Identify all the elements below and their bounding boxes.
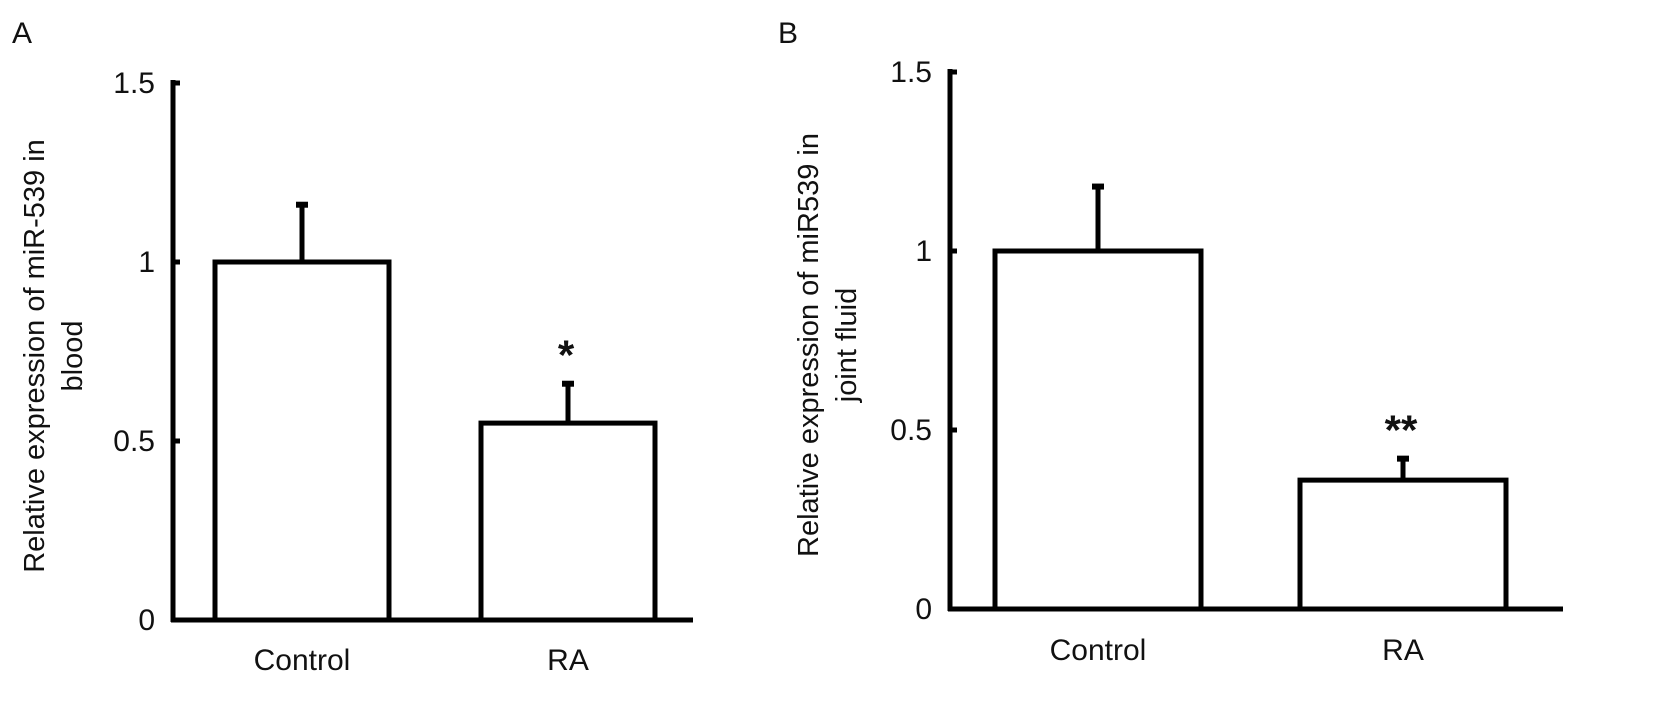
panel-b-y-ticks: 0 0.5 1 1.5 [890,56,957,626]
panel-a-bar-control [212,259,392,623]
panel-b-bar-control [992,248,1204,612]
panel-a-y-axis-title-line-1: Relative expression of miR-539 in [19,139,51,573]
panel-a-y-axis-title-line-2: blood [57,321,89,392]
panel-letter-b: B [778,17,798,50]
panel-a-y-ticks: 0 0.5 1 1.5 [113,67,180,637]
panel-a-bar-ra [478,420,658,623]
panel-b-y-tick-label: 0 [915,593,932,626]
panel-a-bars: * [212,201,658,623]
panel-b-x-tick-label: Control [1050,634,1147,667]
panel-a-x-tick-label: Control [254,644,351,677]
panel-a-y-tick-label: 0 [138,604,155,637]
panel-a-y-tick-label: 1 [138,246,155,279]
panel-a-y-tick-label: 0.5 [113,425,155,458]
panel-b-y-axis-title: Relative expression of miR539 in joint f… [793,133,863,557]
panel-b-y-tick-label: 1 [915,235,932,268]
panel-b-axes [947,69,1563,612]
panel-b-chart: B Relative expression of miR539 in joint… [778,17,1563,667]
panel-b-x-tick-label: RA [1382,634,1424,667]
panel-b-y-tick-label: 1.5 [890,56,932,89]
panel-a-y-tick-label: 1.5 [113,67,155,100]
panel-a-significance-marker: * [558,332,575,379]
panel-a-chart: A Relative expression of miR-539 in bloo… [12,17,693,677]
panel-a-y-axis-title: Relative expression of miR-539 in blood [19,139,89,573]
panel-a-axes [170,80,693,623]
panel-b-significance-marker: ** [1385,407,1418,454]
panel-letter-a: A [12,17,32,50]
panel-b-x-tick-labels: Control RA [1050,634,1424,667]
panel-b-bar-ra [1297,477,1509,612]
panel-b-y-axis-title-line-2: joint fluid [831,288,863,403]
panel-b-y-tick-label: 0.5 [890,414,932,447]
panel-b-bars: ** [992,183,1509,612]
panel-b-y-axis-title-line-1: Relative expression of miR539 in [793,133,825,557]
panel-a-x-tick-label: RA [547,644,589,677]
panel-a-x-tick-labels: Control RA [254,644,589,677]
